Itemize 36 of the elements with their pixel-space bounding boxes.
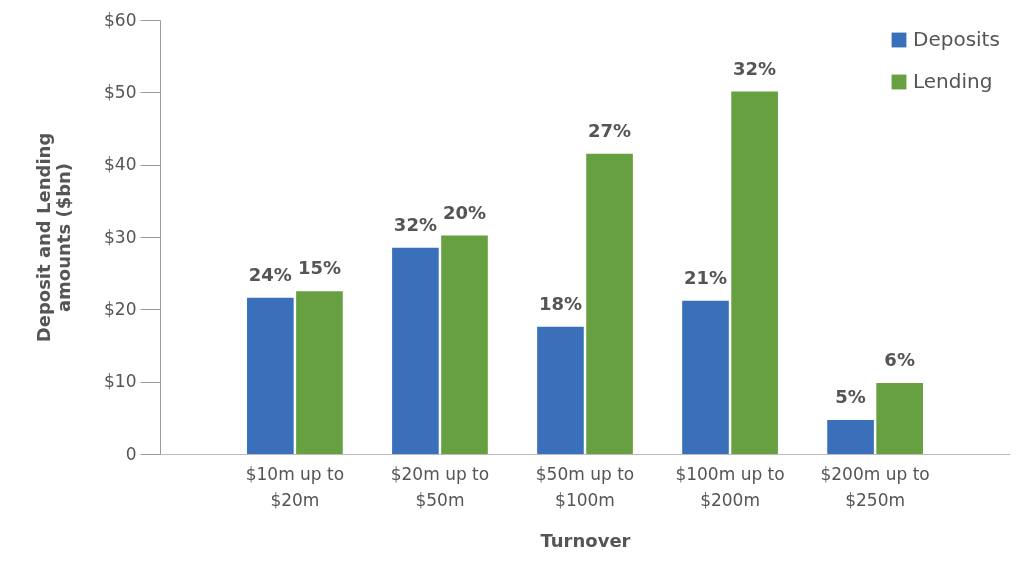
y-tick-label: $60	[104, 9, 137, 30]
annotation: 27%	[588, 119, 632, 141]
bar	[876, 383, 923, 454]
x-tick-label: $200m up to $250m	[820, 463, 930, 510]
annotation: 21%	[683, 266, 728, 288]
y-tick-label: $30	[104, 226, 137, 247]
annotation: 20%	[442, 201, 487, 223]
bar	[392, 247, 439, 454]
x-tick-label: $20m up to $50m	[390, 463, 490, 510]
x-axis-title: Turnover	[540, 529, 631, 551]
bar	[296, 291, 343, 454]
bar	[731, 91, 778, 454]
bar	[441, 235, 488, 454]
annotation: 5%	[835, 386, 866, 407]
y-tick-label: $20	[104, 298, 137, 319]
annotation: 24%	[248, 263, 292, 285]
annotation: 15%	[297, 257, 341, 279]
bar	[537, 326, 584, 454]
x-tick-label: $10m up to $20m	[245, 463, 345, 510]
annotation: 18%	[538, 292, 582, 314]
bar	[682, 300, 729, 454]
x-tick-label: $50m up to $100m	[535, 463, 635, 510]
y-axis-title: Deposit and Lending amounts ($bn)	[33, 132, 75, 343]
y-tick-label: 0	[125, 443, 137, 464]
annotation: 32%	[393, 213, 437, 235]
bar	[827, 420, 874, 454]
bar	[247, 297, 294, 454]
bar	[586, 153, 633, 454]
legend-label: Lending	[913, 69, 993, 93]
y-tick-label: $40	[104, 154, 137, 175]
legend-label: Deposits	[913, 27, 1000, 51]
annotation: 6%	[884, 349, 915, 371]
y-tick-label: $10	[104, 371, 137, 392]
annotation: 32%	[733, 57, 777, 79]
y-tick-label: $50	[104, 81, 137, 102]
x-tick-label: $100m up to $200m	[675, 463, 785, 510]
